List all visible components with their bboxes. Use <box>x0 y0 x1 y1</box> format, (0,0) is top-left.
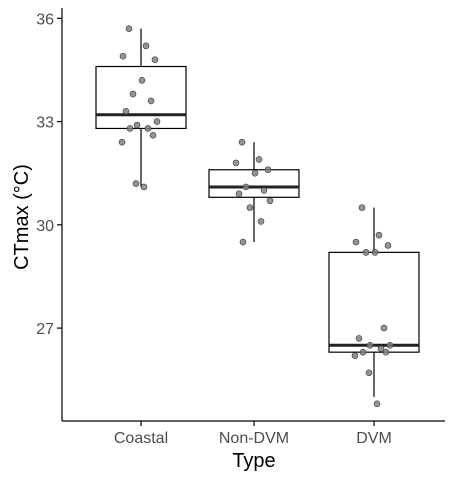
y-tick-label: 36 <box>36 11 54 28</box>
data-point <box>118 138 126 146</box>
data-point <box>153 118 161 125</box>
data-point <box>351 352 359 359</box>
x-axis-title: Type <box>232 450 275 472</box>
data-point <box>260 187 268 194</box>
data-point <box>238 138 246 146</box>
data-point <box>266 197 274 205</box>
box-group-dvm <box>328 207 420 397</box>
y-tick-label: 33 <box>36 115 54 132</box>
data-point <box>149 132 157 139</box>
data-point <box>140 183 148 191</box>
data-point <box>358 204 366 211</box>
data-point <box>355 335 363 342</box>
data-point <box>126 125 134 132</box>
data-point <box>122 107 130 115</box>
data-point <box>371 249 379 256</box>
data-point <box>125 25 133 32</box>
x-tick-label: Coastal <box>114 430 168 447</box>
data-point <box>144 125 152 132</box>
x-tick-label: Non-DVM <box>219 430 289 447</box>
data-point <box>386 341 394 349</box>
data-point <box>242 183 250 191</box>
box <box>328 251 420 353</box>
y-axis-title: CTmax (°C) <box>11 164 33 270</box>
data-point <box>373 400 381 408</box>
data-point <box>384 242 392 249</box>
data-point <box>352 238 360 246</box>
data-point <box>151 56 159 63</box>
box-group-coastal <box>95 28 187 187</box>
data-point <box>132 180 140 187</box>
data-point <box>257 218 265 225</box>
data-point <box>377 345 385 353</box>
y-axis-ticks: 27 30 33 36 <box>36 11 62 338</box>
data-point <box>380 324 388 332</box>
data-point <box>239 238 247 246</box>
data-point <box>255 156 263 163</box>
data-point <box>251 169 259 177</box>
data-point <box>366 341 374 349</box>
y-tick-label: 27 <box>36 321 54 338</box>
data-point <box>246 204 254 211</box>
data-point <box>235 190 243 198</box>
data-point <box>232 159 240 167</box>
data-point <box>142 42 150 50</box>
plot-marks <box>95 25 420 408</box>
box-group-non-dvm <box>208 142 300 243</box>
x-axis-ticks: Coastal Non-DVM DVM <box>114 421 392 447</box>
y-tick-label: 30 <box>36 218 54 235</box>
data-point <box>133 121 141 129</box>
data-point <box>129 90 137 98</box>
data-point <box>119 52 127 60</box>
box <box>95 65 187 130</box>
x-tick-label: DVM <box>356 430 392 447</box>
data-point <box>138 76 146 84</box>
data-point <box>362 249 370 256</box>
data-point <box>359 348 367 356</box>
data-point <box>264 166 272 174</box>
data-point <box>382 348 390 356</box>
data-point <box>147 97 155 105</box>
data-point <box>365 369 373 377</box>
data-point <box>375 231 383 239</box>
